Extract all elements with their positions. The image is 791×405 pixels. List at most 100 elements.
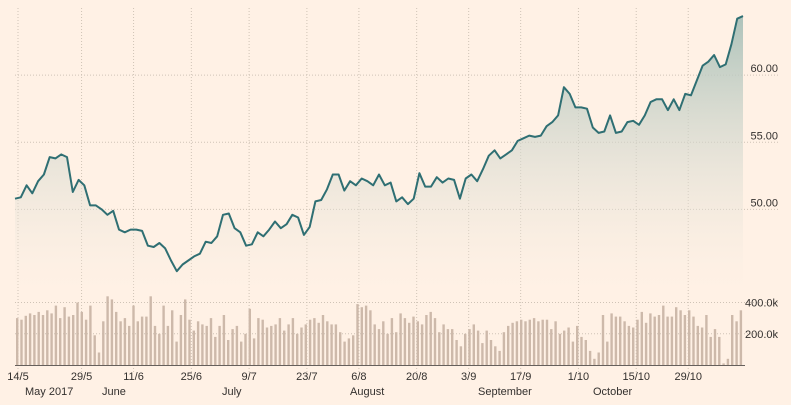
x-tick-label: 23/7	[296, 371, 317, 383]
volume-bar	[257, 318, 260, 365]
volume-bar	[283, 330, 286, 365]
volume-bar	[666, 316, 669, 365]
volume-bar	[528, 319, 531, 365]
volume-bar	[123, 318, 127, 365]
volume-bar	[145, 316, 148, 365]
volume-bar	[545, 319, 549, 365]
volume-bar	[162, 305, 165, 365]
month-label: May 2017	[25, 386, 73, 398]
volume-bar	[429, 311, 432, 365]
volume-bar	[584, 340, 587, 365]
volume-bar	[59, 318, 62, 365]
x-tick-label: 29/10	[674, 371, 702, 383]
volume-bar	[541, 319, 544, 365]
volume-bar	[726, 358, 730, 366]
volume-bar	[214, 336, 217, 365]
y-axis: 50.00 55.00 60.00 200.0k 400.0k	[745, 63, 779, 341]
price-area	[14, 15, 744, 290]
volume-bar	[46, 310, 49, 365]
volume-bar	[33, 315, 36, 365]
volume-bar	[614, 316, 618, 365]
volume-bar	[632, 327, 635, 365]
price-area-fill	[15, 16, 743, 290]
x-tick-label: 14/5	[7, 371, 28, 383]
volume-bar	[343, 341, 346, 365]
month-label: August	[350, 386, 384, 398]
volume-bar	[287, 324, 290, 365]
volume-bar	[532, 318, 536, 365]
volume-bar	[567, 327, 570, 365]
volume-bar	[291, 318, 295, 365]
volume-bar	[446, 329, 450, 365]
volume-bar	[89, 305, 92, 365]
volume-bar	[468, 329, 471, 365]
volume-bar	[334, 324, 338, 365]
volume-bar	[218, 325, 221, 365]
volume-bar	[209, 318, 213, 365]
volume-bar	[550, 329, 553, 365]
volume-bar	[593, 358, 596, 366]
volume-bar	[50, 313, 53, 365]
volume-bar	[507, 325, 510, 365]
volume-bar	[451, 329, 454, 365]
volume-bar	[390, 318, 394, 365]
volume-bar	[132, 305, 135, 365]
volume-bar	[347, 338, 351, 365]
volume-bar	[640, 311, 643, 365]
volume-bar	[735, 321, 738, 366]
volume-bar	[373, 324, 376, 365]
volume-bar	[326, 321, 329, 366]
month-label: October	[593, 386, 632, 398]
volume-bar	[16, 318, 19, 365]
x-tick-label: 25/6	[181, 371, 202, 383]
volume-bar	[679, 310, 682, 365]
price-tick-label: 50.00	[750, 197, 778, 209]
volume-bar	[472, 324, 475, 365]
x-tick-label: 20/8	[406, 371, 427, 383]
volume-bar	[524, 321, 527, 366]
volume-bar	[511, 322, 514, 365]
volume-bar	[627, 325, 631, 365]
x-tick-label: 11/6	[123, 371, 144, 383]
volume-bar	[67, 316, 71, 365]
volume-bar	[576, 325, 579, 365]
volume-bar	[72, 315, 75, 365]
x-tick-label: 1/10	[568, 371, 589, 383]
volume-bar	[558, 333, 562, 366]
volume-bar	[136, 321, 139, 366]
volume-bar	[330, 324, 333, 365]
volume-bar	[115, 311, 118, 365]
month-label: June	[102, 386, 126, 398]
volume-bar	[455, 340, 458, 365]
volume-bar	[296, 333, 299, 366]
volume-bar	[227, 340, 230, 365]
volume-bar	[692, 316, 695, 365]
volume-bar	[119, 321, 122, 366]
volume-bar	[520, 319, 523, 365]
volume-bar	[696, 325, 699, 365]
volume-bar	[420, 324, 424, 365]
volume-bar	[425, 315, 428, 365]
volume-bar	[248, 308, 251, 366]
volume-bar	[166, 325, 170, 365]
volume-bar	[563, 330, 566, 365]
volume-bar	[240, 341, 243, 365]
volume-bar	[308, 319, 312, 365]
volume-bar	[481, 343, 484, 365]
volume-bar	[192, 330, 195, 365]
volume-bar	[502, 332, 506, 365]
volume-bar	[102, 321, 105, 366]
volume-bar	[412, 316, 415, 365]
volume-bar	[489, 340, 493, 365]
volume-bar	[54, 305, 58, 365]
volume-bar	[722, 363, 725, 365]
volume-bar	[597, 352, 600, 365]
x-tick-label: 6/8	[351, 371, 366, 383]
volume-bar	[386, 333, 389, 366]
volume-bar	[718, 336, 721, 365]
volume-bar	[683, 315, 687, 365]
volume-bar	[317, 322, 320, 365]
volume-bar	[700, 327, 704, 365]
x-tick-label: 15/10	[622, 371, 650, 383]
volume-bar	[537, 321, 540, 366]
